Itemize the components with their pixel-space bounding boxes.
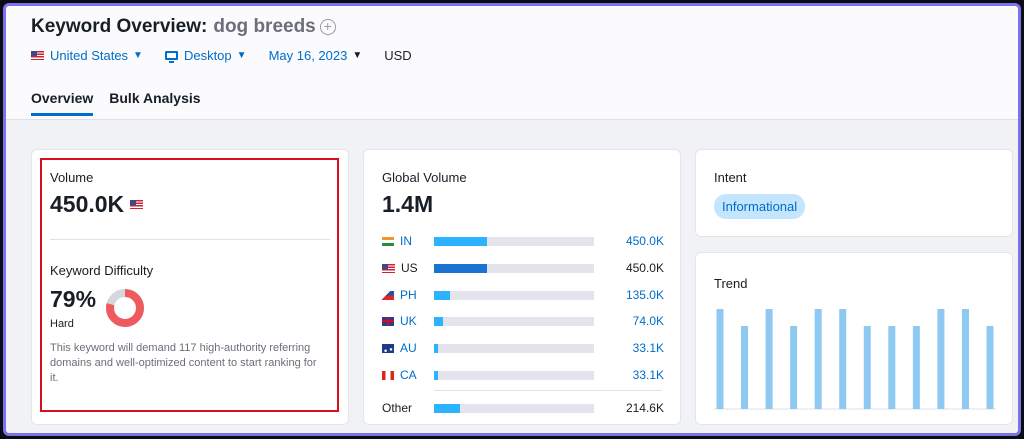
chevron-down-icon: ▼ — [352, 50, 363, 61]
country-row-uk[interactable]: UK 74.0K — [382, 314, 664, 328]
volume-value-row: 450.0K — [50, 191, 149, 218]
share-bar-fill — [434, 264, 487, 273]
share-bar — [434, 371, 594, 380]
device-dropdown[interactable]: Desktop ▼ — [164, 48, 247, 63]
keyword-difficulty-label: Keyword Difficulty — [50, 263, 154, 278]
trend-bar[interactable] — [790, 326, 798, 409]
tab-bar: Overview Bulk Analysis — [31, 90, 217, 116]
country-row-other: Other 214.6K — [382, 401, 664, 415]
philippines-flag-icon — [382, 290, 394, 300]
page-header: Keyword Overview: dog breeds + United Stat… — [6, 6, 1018, 120]
share-bar-fill — [434, 371, 438, 380]
us-flag-icon — [31, 51, 44, 60]
difficulty-description: This keyword will demand 117 high-author… — [50, 342, 317, 384]
keyword-difficulty-value: 79% — [50, 286, 97, 312]
intent-label: Intent — [714, 170, 747, 185]
country-dropdown[interactable]: United States ▼ — [31, 48, 143, 63]
country-volume: 33.1K — [632, 368, 664, 382]
share-bar-fill — [434, 317, 443, 326]
highlight-box — [40, 158, 339, 412]
trend-bar[interactable] — [937, 309, 945, 409]
us-flag-icon — [130, 200, 144, 209]
share-bar — [434, 344, 594, 353]
global-volume-card: Global Volume 1.4M IN 450.0K US 450.0K P… — [363, 149, 681, 425]
share-bar — [434, 237, 594, 246]
us-flag-icon — [382, 263, 395, 273]
global-volume-value: 1.4M — [382, 191, 434, 217]
country-code: UK — [400, 314, 417, 328]
volume-value: 450.0K — [50, 191, 125, 217]
country-code: IN — [400, 234, 412, 248]
donut-fill — [106, 289, 144, 327]
keyword-text: dog breeds — [213, 16, 316, 37]
india-flag-icon — [382, 236, 394, 246]
trend-bar[interactable] — [986, 326, 994, 409]
share-bar-fill — [434, 291, 450, 300]
country-volume: 74.0K — [632, 314, 664, 328]
share-bar-fill — [434, 237, 487, 246]
trend-bar[interactable] — [814, 309, 822, 409]
country-volume: 135.0K — [625, 288, 664, 302]
country-label: United States — [50, 48, 129, 63]
country-row-ca[interactable]: CA 33.1K — [382, 368, 664, 382]
keyword-overview-page: Keyword Overview: dog breeds + United Stat… — [3, 3, 1021, 436]
trend-bar[interactable] — [741, 326, 749, 409]
page-title: Keyword Overview: dog breeds + — [31, 16, 336, 38]
country-code: CA — [400, 368, 417, 382]
trend-bar[interactable] — [765, 309, 773, 409]
divider — [50, 239, 330, 240]
country-code: AU — [400, 341, 417, 355]
country-code: PH — [400, 288, 417, 302]
share-bar — [434, 264, 594, 273]
date-dropdown[interactable]: May 16, 2023 ▼ — [269, 48, 363, 63]
country-volume: 33.1K — [632, 341, 664, 355]
country-row-ph[interactable]: PH 135.0K — [382, 288, 664, 302]
divider — [434, 390, 662, 391]
country-row-au[interactable]: AU 33.1K — [382, 341, 664, 355]
title-text: Keyword Overview: — [31, 16, 208, 37]
trend-bar[interactable] — [716, 309, 724, 409]
trend-bar[interactable] — [912, 326, 920, 409]
share-bar — [434, 317, 594, 326]
filter-bar: United States ▼ Desktop ▼ May 16, 2023 ▼… — [31, 48, 434, 63]
difficulty-level: Hard — [50, 318, 74, 330]
plus-circle-icon[interactable]: + — [319, 19, 336, 35]
trend-label: Trend — [714, 276, 748, 291]
share-bar — [434, 404, 594, 413]
share-bar-fill — [434, 404, 460, 413]
country-volume: 450.0K — [625, 261, 664, 275]
difficulty-donut-chart — [106, 289, 144, 327]
other-label: Other — [382, 401, 413, 415]
trend-card: Trend — [695, 252, 1013, 425]
device-label: Desktop — [183, 48, 232, 63]
other-volume: 214.6K — [625, 401, 664, 415]
chevron-down-icon: ▼ — [236, 50, 247, 61]
global-volume-label: Global Volume — [382, 170, 467, 185]
intent-badge[interactable]: Informational — [714, 194, 806, 219]
share-bar-fill — [434, 344, 438, 353]
canada-flag-icon — [382, 370, 394, 380]
chevron-down-icon: ▼ — [133, 50, 143, 61]
country-row-in[interactable]: IN 450.0K — [382, 234, 664, 248]
date-label: May 16, 2023 — [268, 48, 348, 63]
australia-flag-icon — [382, 343, 394, 353]
intent-card: Intent Informational — [695, 149, 1013, 237]
country-volume: 450.0K — [625, 234, 664, 248]
country-code: US — [401, 261, 418, 275]
desktop-icon — [164, 51, 178, 63]
country-row-us[interactable]: US 450.0K — [382, 261, 664, 275]
trend-bar[interactable] — [961, 309, 969, 409]
share-bar — [434, 291, 594, 300]
uk-flag-icon — [382, 316, 394, 326]
trend-bar[interactable] — [863, 326, 871, 409]
tab-overview[interactable]: Overview — [31, 90, 94, 116]
currency-label: USD — [384, 48, 412, 63]
trend-bar[interactable] — [839, 309, 847, 409]
trend-chart — [714, 309, 996, 410]
volume-card: Volume 450.0K Keyword Difficulty 79% Har… — [31, 149, 349, 425]
tab-bulk-analysis[interactable]: Bulk Analysis — [109, 90, 201, 106]
volume-label: Volume — [50, 170, 94, 185]
trend-bar[interactable] — [888, 326, 896, 409]
